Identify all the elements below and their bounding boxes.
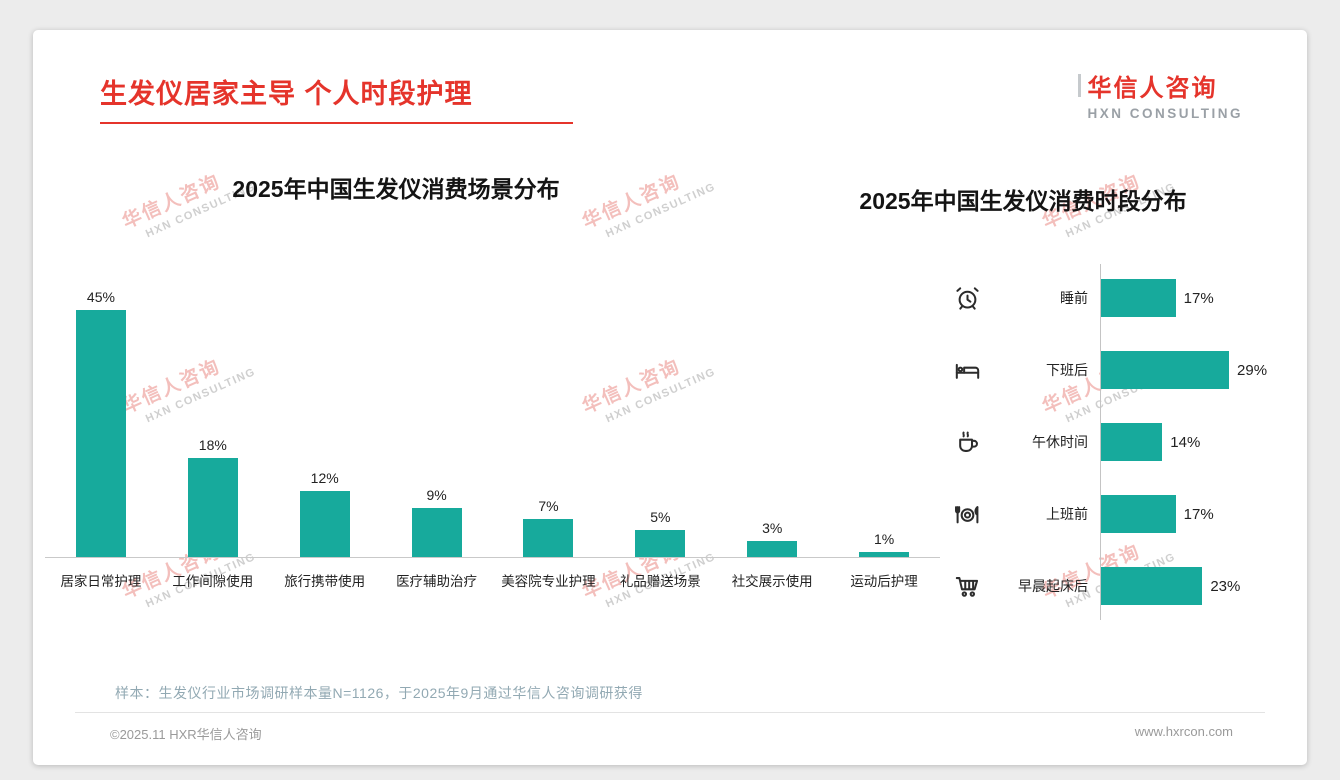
- footer-divider: [75, 712, 1265, 713]
- hbar-category-label: 午休时间: [1032, 434, 1088, 450]
- hbar-row: 早晨起床后 23%: [923, 550, 1295, 622]
- bar-column: 12%: [269, 470, 381, 557]
- bar-category-label: 礼品赠送场景: [619, 574, 701, 589]
- bar-column: 45%: [45, 288, 157, 557]
- bar-column: 7%: [493, 497, 605, 557]
- report-slide: 华信人咨询 HXN CONSULTING 华信人咨询 HXN CONSULTING 华信…: [33, 30, 1307, 765]
- bar: [75, 309, 126, 557]
- dining-icon: [939, 501, 995, 528]
- bar-category-label: 工作间隙使用: [172, 574, 254, 589]
- bar: [411, 507, 462, 557]
- bar: [523, 518, 574, 557]
- bed-icon: [939, 357, 995, 384]
- hbar-category-label: 上班前: [1046, 506, 1088, 522]
- bar-category-label: 美容院专业护理: [501, 574, 596, 589]
- bar-category-labels: 居家日常护理 工作间隙使用 旅行携带使用 医疗辅助治疗 美容院专业护理 礼品赠送场景 社交展…: [45, 558, 940, 590]
- bar-value-label: 7%: [538, 497, 559, 514]
- company-logo: 华信人咨询 HXN CONSULTING: [1077, 68, 1244, 121]
- hbar-value-label: 23%: [1210, 577, 1241, 595]
- bar-value-label: 1%: [873, 530, 895, 547]
- hbar-rows: 睡前 17% 下班后 29% 午休时间 14% 上班前 17% 早晨起床后 23%: [923, 262, 1295, 622]
- bar-plot-area: 45% 18% 12% 9% 7% 5% 3% 1%: [45, 288, 940, 558]
- hbar-row: 睡前 17%: [923, 262, 1295, 334]
- hbar-row: 午休时间 14%: [923, 406, 1295, 478]
- hbar-area: 23%: [1100, 567, 1295, 605]
- bar-column: 9%: [381, 486, 493, 557]
- hbar-category-label: 早晨起床后: [1018, 578, 1088, 594]
- bar: [1100, 423, 1163, 461]
- hbar-category-label: 下班后: [1046, 362, 1088, 378]
- bar: [635, 529, 686, 557]
- hbar-row: 上班前 17%: [923, 478, 1295, 550]
- coffee-icon: [939, 429, 995, 456]
- bar: [1100, 351, 1230, 389]
- hbar-value-label: 14%: [1170, 433, 1201, 451]
- bar-category-label: 社交展示使用: [731, 574, 813, 589]
- bar-category-label: 居家日常护理: [60, 574, 142, 589]
- hbar-area: 17%: [1100, 495, 1295, 533]
- scene-distribution-bar-chart: 45% 18% 12% 9% 7% 5% 3% 1% 居家日常护理 工作间隙使用 旅行携带使用 医疗…: [45, 288, 940, 590]
- right-chart-title: 2025年中国生发仪消费时段分布: [859, 188, 1187, 214]
- bar-value-label: 45%: [86, 288, 115, 305]
- bar-value-label: 12%: [310, 470, 339, 486]
- hbar-area: 29%: [1100, 351, 1295, 389]
- hbar-category-label: 睡前: [1060, 290, 1088, 306]
- alarm-clock-icon: [939, 285, 995, 312]
- bar-column: 3%: [716, 519, 828, 557]
- sample-footnote: 样本：生发仪行业市场调研样本量N=1126，于2025年9月通过华信人咨询调研获…: [115, 685, 643, 701]
- bar-category-label: 旅行携带使用: [284, 574, 366, 589]
- footer-copyright: ©2025.11 HXR华信人咨询: [110, 727, 262, 742]
- bar: [1100, 279, 1176, 317]
- bar: [299, 491, 350, 557]
- time-distribution-bar-chart: 睡前 17% 下班后 29% 午休时间 14% 上班前 17% 早晨起床后 23%: [923, 262, 1295, 622]
- bar-column: 18%: [157, 437, 269, 557]
- hbar-area: 14%: [1100, 423, 1295, 461]
- hbar-area: 17%: [1100, 279, 1295, 317]
- bar-column: 1%: [828, 530, 940, 557]
- bar: [747, 540, 798, 557]
- bar: [1100, 495, 1176, 533]
- bar: [187, 458, 238, 557]
- bar-value-label: 5%: [650, 508, 671, 525]
- hbar-value-label: 17%: [1183, 289, 1214, 307]
- logo-text-en: HXN CONSULTING: [1087, 106, 1243, 121]
- bar-value-label: 9%: [426, 486, 447, 503]
- logo-bar-icon: [1077, 74, 1081, 97]
- slide-content: 生发仪居家主导 个人时段护理 华信人咨询 HXN CONSULTING 2025…: [33, 30, 1307, 765]
- page-title: 生发仪居家主导 个人时段护理: [100, 72, 573, 124]
- hbar-value-label: 17%: [1183, 505, 1214, 523]
- bar: [1100, 567, 1203, 605]
- bar-category-label: 医疗辅助治疗: [396, 574, 478, 589]
- bar-value-label: 18%: [198, 437, 227, 453]
- bar-category-label: 运动后护理: [850, 574, 918, 589]
- cart-icon: [939, 573, 995, 600]
- footer-website: www.hxrcon.com: [1134, 724, 1233, 739]
- left-chart-title: 2025年中国生发仪消费场景分布: [232, 176, 560, 202]
- hbar-row: 下班后 29%: [923, 334, 1295, 406]
- logo-text-cn: 华信人咨询: [1087, 75, 1218, 102]
- bar-value-label: 3%: [762, 519, 783, 536]
- footer-bar: ©2025.11 HXR华信人咨询 www.hxrcon.com: [75, 724, 1265, 743]
- bar: [859, 551, 910, 557]
- hbar-value-label: 29%: [1237, 361, 1268, 379]
- bar-column: 5%: [604, 508, 716, 557]
